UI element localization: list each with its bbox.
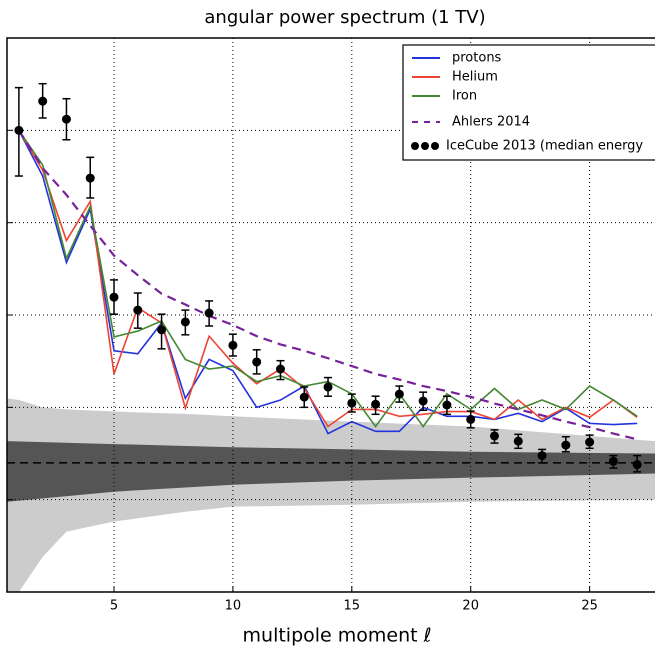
legend-label: Ahlers 2014 [452, 115, 530, 130]
legend-marker [421, 142, 429, 150]
data-point [489, 431, 499, 441]
data-point [394, 389, 404, 399]
data-point [85, 173, 95, 183]
isotropy-band [7, 441, 655, 502]
data-point [14, 125, 24, 135]
plot-frame [6, 37, 655, 593]
overlay: 5 10 15 20 25 protons Helium Iron Ahlers 2014 Ice… [6, 37, 655, 614]
x-tick-label: 15 [344, 599, 361, 614]
plot-area [7, 38, 655, 592]
x-tick-label: 10 [225, 599, 242, 614]
x-tick-label: 20 [462, 599, 479, 614]
data-point [347, 398, 357, 408]
data-point [585, 437, 595, 447]
legend-label: Iron [452, 89, 477, 104]
legend-label: protons [452, 51, 502, 66]
data-point [418, 396, 428, 406]
data-point [133, 305, 143, 315]
data-point [180, 317, 190, 327]
legend: protons Helium Iron Ahlers 2014 IceCube 2013… [402, 44, 655, 161]
data-point [299, 392, 309, 402]
data-point [561, 440, 571, 450]
legend-label: IceCube 2013 (median energy [446, 139, 643, 154]
legend-marker [431, 142, 439, 150]
x-axis-label: multipole moment ℓ [243, 625, 432, 647]
data-point [109, 292, 119, 302]
data-point [537, 451, 547, 461]
legend-label: Helium [452, 70, 498, 85]
data-point [275, 364, 285, 374]
data-point [632, 460, 642, 470]
data-point [157, 325, 167, 335]
data-point [252, 357, 262, 367]
data-point [466, 414, 476, 424]
chart-title: angular power spectrum (1 TV) [204, 7, 485, 28]
series-line [17, 129, 638, 441]
data-point [608, 456, 618, 466]
data-point [513, 436, 523, 446]
data-point [442, 400, 452, 410]
x-tick-label: 25 [581, 599, 598, 614]
data-point [38, 96, 48, 106]
data-point [204, 308, 214, 318]
legend-marker [411, 142, 419, 150]
data-point [61, 114, 71, 124]
data-point [228, 340, 238, 350]
legend-box [402, 44, 655, 161]
data-point [371, 399, 381, 409]
data-point [323, 382, 333, 392]
series-line [18, 129, 638, 428]
isotropy-band [7, 398, 655, 592]
x-tick-label: 5 [110, 599, 118, 614]
